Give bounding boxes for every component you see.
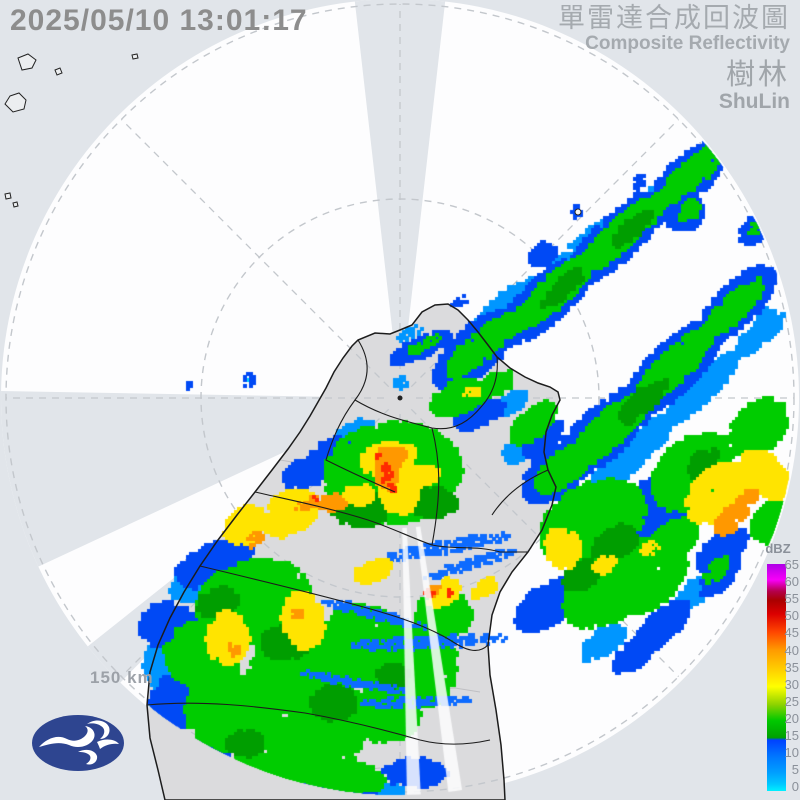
colorbar-tick: 5 (791, 762, 799, 778)
island-outline (4, 92, 27, 113)
timestamp: 2025/05/10 13:01:17 (10, 4, 308, 37)
colorbar-tick: 45 (784, 625, 799, 641)
colorbar-tick: 50 (784, 608, 799, 624)
colorbar-tick: 55 (784, 591, 799, 607)
colorbar-tick: 65 (784, 557, 799, 572)
radar-station-marker (397, 395, 403, 401)
product-title-en: Composite Reflectivity (585, 33, 790, 55)
county-boundary (199, 565, 489, 651)
colorbar-tick: 25 (784, 693, 799, 709)
station-name-zh: 樹林 (725, 59, 790, 91)
colorbar-tick: 40 (784, 642, 799, 658)
colorbar-tick: 20 (784, 710, 799, 726)
county-boundary (325, 399, 396, 493)
island-outline (54, 67, 63, 76)
county-boundary (254, 491, 528, 553)
island-outline (17, 53, 37, 71)
offshore-island (574, 208, 582, 216)
colorbar-tick: 15 (784, 728, 799, 743)
county-boundary (431, 427, 440, 546)
coastline (146, 303, 561, 800)
colorbar-unit-label: dBZ (765, 541, 791, 556)
cwa-logo-swirl (39, 720, 119, 765)
colorbar-tick: 35 (784, 659, 799, 675)
cwa-logo (32, 715, 124, 771)
product-title-zh: 單雷達合成回波圖 (558, 3, 790, 33)
county-boundary (491, 469, 549, 516)
range-ring-label: 150 km (90, 668, 154, 687)
colorbar-tick: 0 (791, 779, 799, 795)
county-boundary (146, 702, 491, 745)
island-outline (4, 192, 12, 200)
station-block: 樹林 ShuLin (719, 60, 790, 113)
colorbar-tick: 10 (784, 745, 799, 761)
colorbar-tick: 60 (784, 574, 799, 590)
county-boundary (354, 339, 498, 430)
island-outline (12, 201, 19, 208)
station-name-en: ShuLin (718, 90, 790, 114)
island-outline (131, 53, 139, 60)
dbz-colorbar (767, 564, 786, 791)
colorbar-tick: 30 (784, 676, 799, 692)
title-block: 單雷達合成回波圖 Composite Reflectivity (558, 4, 790, 54)
